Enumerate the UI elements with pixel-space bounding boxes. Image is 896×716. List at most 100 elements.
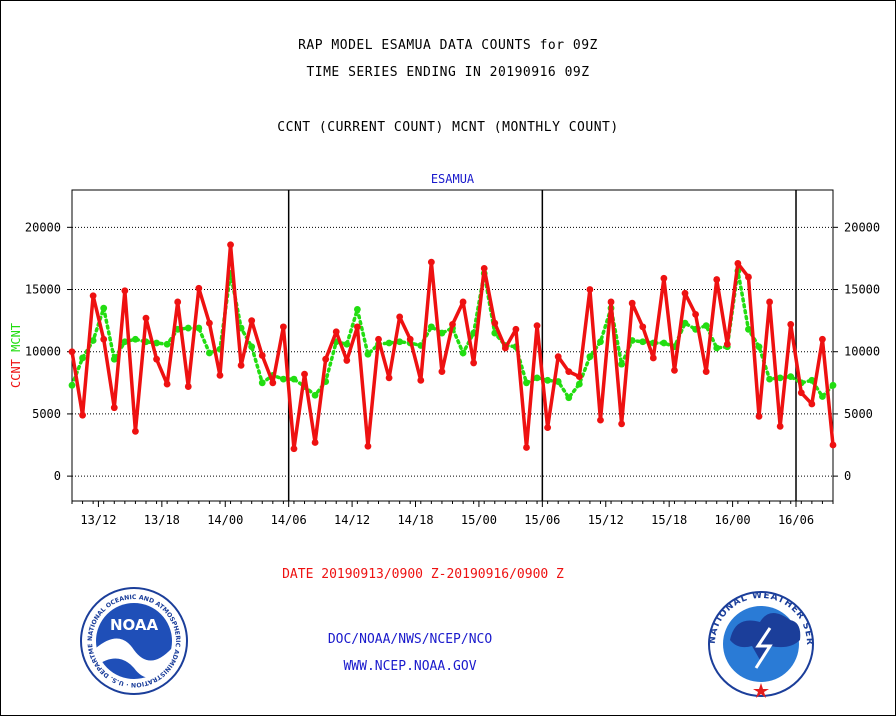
date-range-label: DATE 20190913/0900 Z-20190916/0900 Z bbox=[282, 567, 564, 582]
point-mcnt bbox=[438, 329, 446, 337]
point-mcnt bbox=[100, 304, 108, 312]
point-ccnt bbox=[396, 313, 404, 321]
x-tick-label: 13/12 bbox=[80, 513, 116, 527]
x-tick-label: 14/12 bbox=[334, 513, 370, 527]
point-ccnt bbox=[681, 289, 689, 297]
point-ccnt bbox=[607, 298, 615, 306]
point-ccnt bbox=[745, 273, 752, 281]
point-mcnt bbox=[279, 375, 287, 383]
point-ccnt bbox=[174, 298, 182, 306]
point-ccnt bbox=[110, 404, 118, 412]
x-tick-label: 16/06 bbox=[778, 513, 814, 527]
point-mcnt bbox=[544, 376, 552, 384]
point-ccnt bbox=[322, 355, 330, 363]
point-ccnt bbox=[142, 314, 150, 322]
chart-title-line2: TIME SERIES ENDING IN 20190916 09Z bbox=[306, 65, 590, 80]
point-ccnt bbox=[237, 362, 245, 369]
point-mcnt bbox=[586, 353, 594, 361]
point-ccnt bbox=[808, 400, 816, 408]
point-mcnt bbox=[353, 306, 361, 313]
point-ccnt bbox=[206, 319, 213, 327]
point-ccnt bbox=[533, 322, 541, 329]
org-link[interactable]: DOC/NOAA/NWS/NCEP/NCO bbox=[327, 632, 493, 647]
point-mcnt bbox=[755, 343, 763, 351]
point-ccnt bbox=[797, 389, 805, 397]
point-ccnt bbox=[501, 344, 509, 352]
x-tick-label: 15/12 bbox=[588, 513, 624, 527]
point-mcnt bbox=[290, 375, 298, 383]
point-ccnt bbox=[565, 368, 573, 376]
x-tick-label: 14/06 bbox=[271, 513, 307, 527]
y-tick-label-right: 0 bbox=[844, 469, 851, 483]
y-tick-label-right: 20000 bbox=[844, 220, 880, 234]
point-ccnt bbox=[829, 441, 837, 449]
y-axis-label: CCNT MCNT bbox=[9, 323, 23, 388]
point-ccnt bbox=[279, 323, 287, 331]
point-ccnt bbox=[269, 379, 277, 387]
x-tick-label: 15/00 bbox=[461, 513, 497, 527]
point-ccnt bbox=[449, 320, 456, 328]
point-ccnt bbox=[723, 340, 731, 348]
point-mcnt bbox=[639, 338, 647, 346]
point-mcnt bbox=[618, 360, 626, 368]
point-mcnt bbox=[829, 381, 837, 389]
point-ccnt bbox=[755, 413, 763, 420]
point-mcnt bbox=[110, 355, 118, 363]
point-ccnt bbox=[248, 317, 256, 325]
point-mcnt bbox=[195, 324, 203, 332]
point-ccnt bbox=[216, 371, 224, 379]
point-ccnt bbox=[470, 359, 478, 367]
y-tick-label-right: 10000 bbox=[844, 345, 880, 359]
nws-logo-star bbox=[753, 683, 769, 698]
ccnt-axis-label: CCNT bbox=[9, 352, 23, 388]
point-mcnt bbox=[745, 325, 752, 333]
x-tick-label: 13/18 bbox=[144, 513, 180, 527]
point-ccnt bbox=[787, 320, 795, 328]
point-ccnt bbox=[385, 374, 393, 382]
x-tick-label: 16/00 bbox=[715, 513, 751, 527]
point-ccnt bbox=[311, 439, 319, 446]
point-ccnt bbox=[89, 292, 97, 300]
point-ccnt bbox=[343, 357, 351, 364]
point-mcnt bbox=[565, 394, 573, 402]
point-ccnt bbox=[163, 380, 171, 388]
y-tick-label-left: 5000 bbox=[32, 407, 61, 421]
point-ccnt bbox=[417, 376, 425, 384]
point-ccnt bbox=[375, 335, 382, 343]
point-mcnt bbox=[533, 374, 541, 382]
point-ccnt bbox=[153, 355, 160, 363]
point-ccnt bbox=[427, 258, 435, 266]
point-ccnt bbox=[406, 335, 414, 343]
point-ccnt bbox=[480, 264, 488, 272]
point-mcnt bbox=[132, 335, 139, 343]
nws-logo-bolt bbox=[754, 627, 773, 669]
point-mcnt bbox=[660, 339, 668, 347]
y-tick-label-right: 5000 bbox=[844, 407, 873, 421]
website-link[interactable]: WWW.NCEP.NOAA.GOV bbox=[343, 659, 477, 674]
point-ccnt bbox=[628, 299, 636, 307]
point-mcnt bbox=[787, 373, 795, 380]
point-ccnt bbox=[766, 298, 773, 306]
y-tick-label-left: 0 bbox=[54, 469, 61, 483]
point-mcnt bbox=[766, 375, 773, 383]
point-ccnt bbox=[702, 368, 710, 376]
point-ccnt bbox=[618, 420, 626, 428]
point-mcnt bbox=[343, 340, 351, 348]
point-mcnt bbox=[121, 338, 129, 346]
point-mcnt bbox=[681, 319, 689, 327]
point-mcnt bbox=[808, 376, 816, 384]
point-mcnt bbox=[68, 381, 76, 389]
y-tick-label-left: 20000 bbox=[25, 220, 61, 234]
mcnt-axis-label: MCNT bbox=[9, 323, 23, 352]
point-mcnt bbox=[311, 391, 319, 399]
chart-title-line3: CCNT (CURRENT COUNT) MCNT (MONTHLY COUNT… bbox=[277, 120, 619, 135]
point-mcnt bbox=[427, 323, 435, 331]
y-tick-label-left: 10000 bbox=[25, 345, 61, 359]
point-mcnt bbox=[163, 340, 171, 348]
point-mcnt bbox=[248, 343, 256, 351]
point-ccnt bbox=[258, 352, 266, 359]
point-ccnt bbox=[438, 368, 446, 376]
point-ccnt bbox=[660, 274, 668, 282]
point-ccnt bbox=[100, 335, 108, 343]
